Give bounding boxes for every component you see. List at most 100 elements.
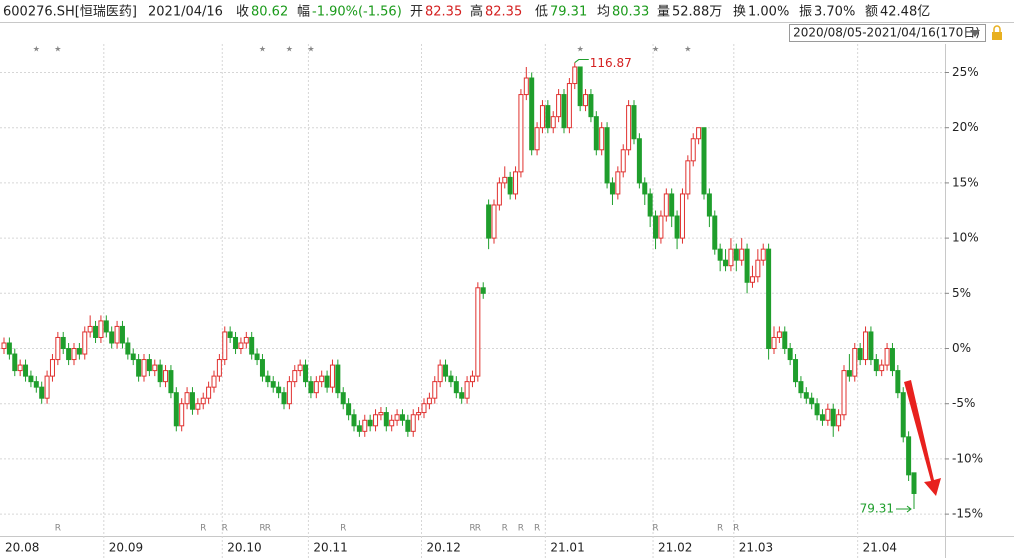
candle-body [679, 193, 685, 239]
event-marker: R [469, 524, 475, 534]
candle-body [889, 348, 895, 372]
x-tick-label: 21.03 [739, 541, 773, 555]
dropdown-arrow[interactable] [970, 30, 980, 37]
candle-body [706, 193, 712, 217]
candle-body [405, 419, 411, 432]
candle-body [448, 375, 454, 383]
candle-body [1, 342, 7, 350]
candle-body [157, 364, 163, 383]
candle-body [399, 414, 405, 421]
candle-body [749, 276, 755, 283]
x-tick-label: 20.12 [427, 541, 461, 555]
candle-body [523, 77, 529, 96]
field-name: 额 [865, 5, 878, 20]
candle-body [168, 370, 174, 394]
lock-body [992, 32, 1002, 40]
field-value: 79.31 [550, 5, 587, 20]
candle-body [265, 375, 271, 383]
event-marker: R [222, 524, 228, 534]
candle-body [55, 336, 61, 361]
candle-body [669, 193, 675, 217]
candle-body [717, 248, 723, 261]
candle-body [836, 414, 842, 427]
candle-body [609, 182, 615, 195]
candle-body [93, 325, 99, 338]
candle-body [227, 331, 233, 338]
field-name: 幅 [297, 5, 310, 20]
candle-body [152, 364, 158, 372]
candle-body [491, 204, 497, 239]
candle-body [346, 403, 352, 416]
candle-body [545, 105, 551, 129]
date: 2021/04/16 [148, 5, 223, 20]
candle-body [760, 248, 766, 261]
candle-body [173, 392, 179, 427]
x-tick-label: 21.01 [550, 541, 584, 555]
candle-body [809, 397, 815, 405]
event-marker: R [652, 524, 658, 534]
candle-body [701, 127, 707, 195]
candle-body [313, 381, 319, 394]
field-value: 52.88万 [672, 5, 722, 20]
candle-body [556, 94, 562, 118]
candle-body [658, 215, 664, 239]
candle-body [513, 171, 519, 195]
candle-body [599, 127, 605, 151]
candle-body [776, 331, 782, 338]
range-box[interactable] [789, 24, 986, 42]
trend-arrow [904, 380, 941, 496]
field-value: 1.00% [748, 5, 789, 20]
candle-body [378, 412, 384, 416]
field-name: 开 [410, 5, 423, 20]
event-marker: ★ [286, 45, 293, 54]
candle-body [766, 248, 772, 350]
candle-body [389, 419, 395, 427]
candle-body [502, 176, 508, 184]
candle-body [733, 248, 739, 261]
candle-body [744, 248, 750, 283]
lock-shackle [993, 25, 1001, 32]
event-marker: R [518, 524, 524, 534]
candle-body [286, 381, 292, 405]
candle-body [281, 392, 287, 405]
candle-body [66, 348, 72, 361]
candle-body [103, 320, 109, 333]
lock-icon[interactable] [992, 25, 1002, 40]
candle-body [852, 348, 858, 377]
candle-body [906, 436, 912, 476]
candle-body [663, 193, 669, 217]
x-tick-label: 21.04 [863, 541, 897, 555]
field-value: 80.62 [251, 5, 288, 20]
candle-body [146, 359, 152, 372]
candle-body [383, 412, 389, 427]
candle-body [539, 105, 545, 129]
candle-body [426, 397, 432, 405]
candle-body [179, 403, 185, 427]
y-tick-label: 5% [952, 286, 971, 300]
candle-body [373, 414, 379, 427]
candle-body [583, 94, 589, 107]
candle-body [615, 171, 621, 195]
candle-body [653, 215, 659, 239]
candle-body [292, 370, 298, 383]
candle-body [814, 403, 820, 416]
candle-body [685, 160, 691, 195]
candle-body [712, 215, 718, 250]
candle-body [572, 66, 578, 85]
candle-body [319, 375, 325, 383]
candle-body [44, 375, 50, 399]
field-name: 量 [657, 5, 670, 20]
candle-body [233, 336, 239, 350]
candle-body [480, 287, 486, 294]
candle-body [351, 414, 357, 427]
candle-body [12, 353, 18, 372]
candle-body [367, 419, 373, 427]
candle-body [437, 364, 443, 383]
candle-body [642, 182, 648, 195]
candle-body [857, 348, 863, 361]
candle-body [739, 248, 745, 261]
candle-body [577, 66, 583, 107]
candle-body [184, 392, 190, 405]
candle-body [71, 348, 77, 361]
